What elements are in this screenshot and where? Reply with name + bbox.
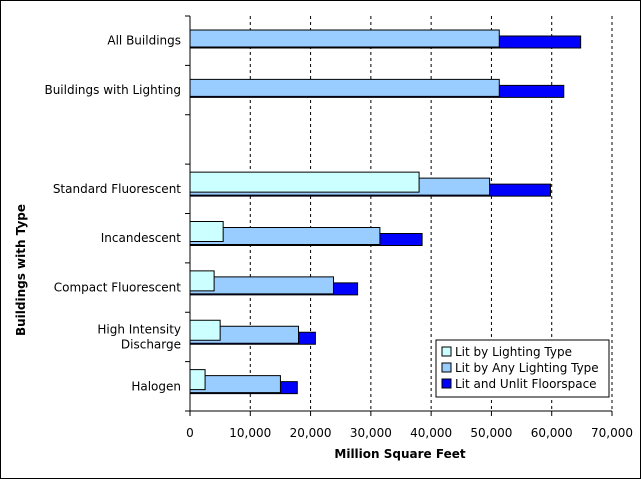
legend-label: Lit and Unlit Floorspace bbox=[455, 377, 597, 391]
legend: Lit by Lighting Type Lit by Any Lighting … bbox=[435, 339, 610, 398]
bar bbox=[189, 171, 420, 193]
category-label: Compact Fluorescent bbox=[54, 281, 182, 295]
category-label: Halogen bbox=[131, 379, 181, 393]
y-axis-title: Buildings with Type bbox=[14, 204, 28, 336]
bars bbox=[189, 29, 582, 395]
category-label: All Buildings bbox=[107, 34, 181, 48]
bar bbox=[189, 29, 500, 48]
category-labels: All Buildings Buildings with Lighting Stan… bbox=[44, 34, 181, 394]
x-tick-label: 30,000 bbox=[350, 426, 392, 440]
x-tick-label: 10,000 bbox=[229, 426, 271, 440]
x-tick-label: 60,000 bbox=[531, 426, 573, 440]
category-label: Incandescent bbox=[101, 231, 182, 245]
x-axis-title: Million Square Feet bbox=[334, 447, 465, 461]
bar bbox=[189, 270, 215, 292]
legend-box bbox=[435, 339, 610, 398]
bar bbox=[189, 319, 221, 341]
legend-label: Lit by Any Lighting Type bbox=[455, 361, 599, 375]
category-label: Buildings with Lighting bbox=[44, 83, 181, 97]
category-label: High Intensity bbox=[97, 322, 181, 336]
legend-swatch bbox=[441, 346, 452, 357]
x-tick-label: 0 bbox=[186, 426, 194, 440]
bar bbox=[189, 221, 224, 242]
axes bbox=[185, 15, 613, 416]
x-tick-label: 40,000 bbox=[410, 426, 452, 440]
legend-swatch bbox=[441, 362, 452, 373]
legend-label: Lit by Lighting Type bbox=[455, 345, 572, 359]
x-tick-label: 70,000 bbox=[591, 426, 633, 440]
x-tick-label: 20,000 bbox=[290, 426, 332, 440]
x-tick-label: 50,000 bbox=[470, 426, 512, 440]
category-label: Standard Fluorescent bbox=[53, 182, 181, 196]
bar bbox=[189, 369, 206, 391]
category-label: Discharge bbox=[121, 337, 181, 351]
x-tick-labels: 0 10,000 20,000 30,000 40,000 50,000 60,000 70,… bbox=[186, 426, 633, 440]
bar bbox=[189, 78, 500, 97]
legend-swatch bbox=[441, 378, 452, 389]
